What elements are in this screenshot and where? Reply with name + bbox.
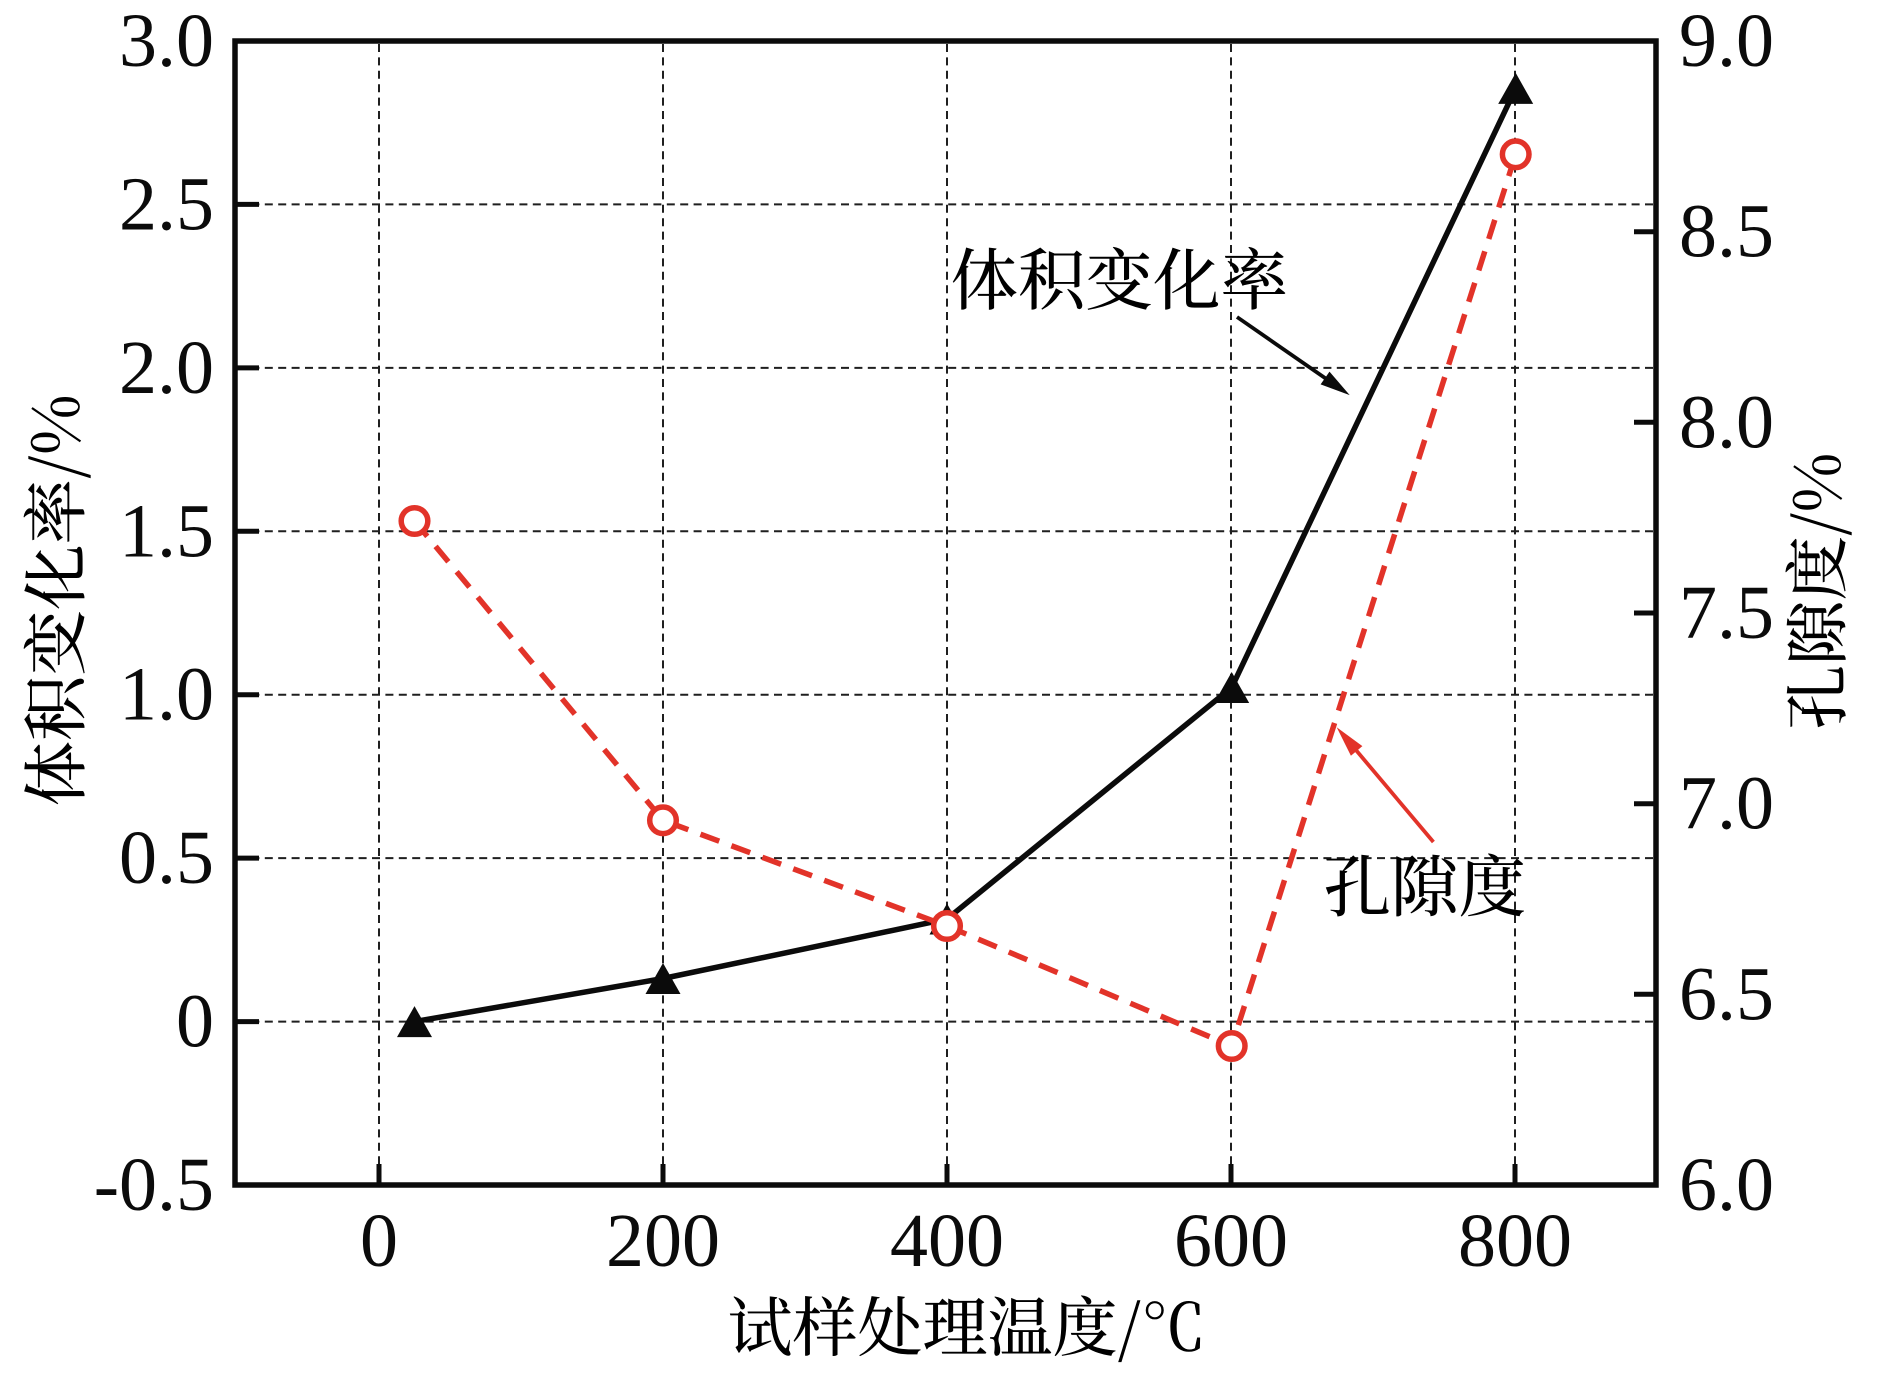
svg-text:400: 400 [890,1199,1004,1283]
svg-text:2.5: 2.5 [119,162,214,246]
svg-text:2.0: 2.0 [119,326,214,410]
svg-text:0: 0 [360,1199,398,1283]
svg-text:7.5: 7.5 [1679,571,1774,655]
svg-text:8.0: 8.0 [1679,380,1774,464]
svg-text:8.5: 8.5 [1679,190,1774,274]
svg-text:800: 800 [1458,1199,1572,1283]
svg-text:-0.5: -0.5 [94,1143,214,1227]
svg-text:0.5: 0.5 [119,816,214,900]
svg-text:7.0: 7.0 [1679,762,1774,846]
svg-text:600: 600 [1174,1199,1288,1283]
svg-text:9.0: 9.0 [1679,0,1774,83]
svg-text:200: 200 [606,1199,720,1283]
svg-text:6.5: 6.5 [1679,952,1774,1036]
svg-text:1.5: 1.5 [119,489,214,573]
svg-text:0: 0 [176,980,214,1064]
svg-text:1.0: 1.0 [119,653,214,737]
svg-text:3.0: 3.0 [119,0,214,83]
svg-text:6.0: 6.0 [1679,1143,1774,1227]
